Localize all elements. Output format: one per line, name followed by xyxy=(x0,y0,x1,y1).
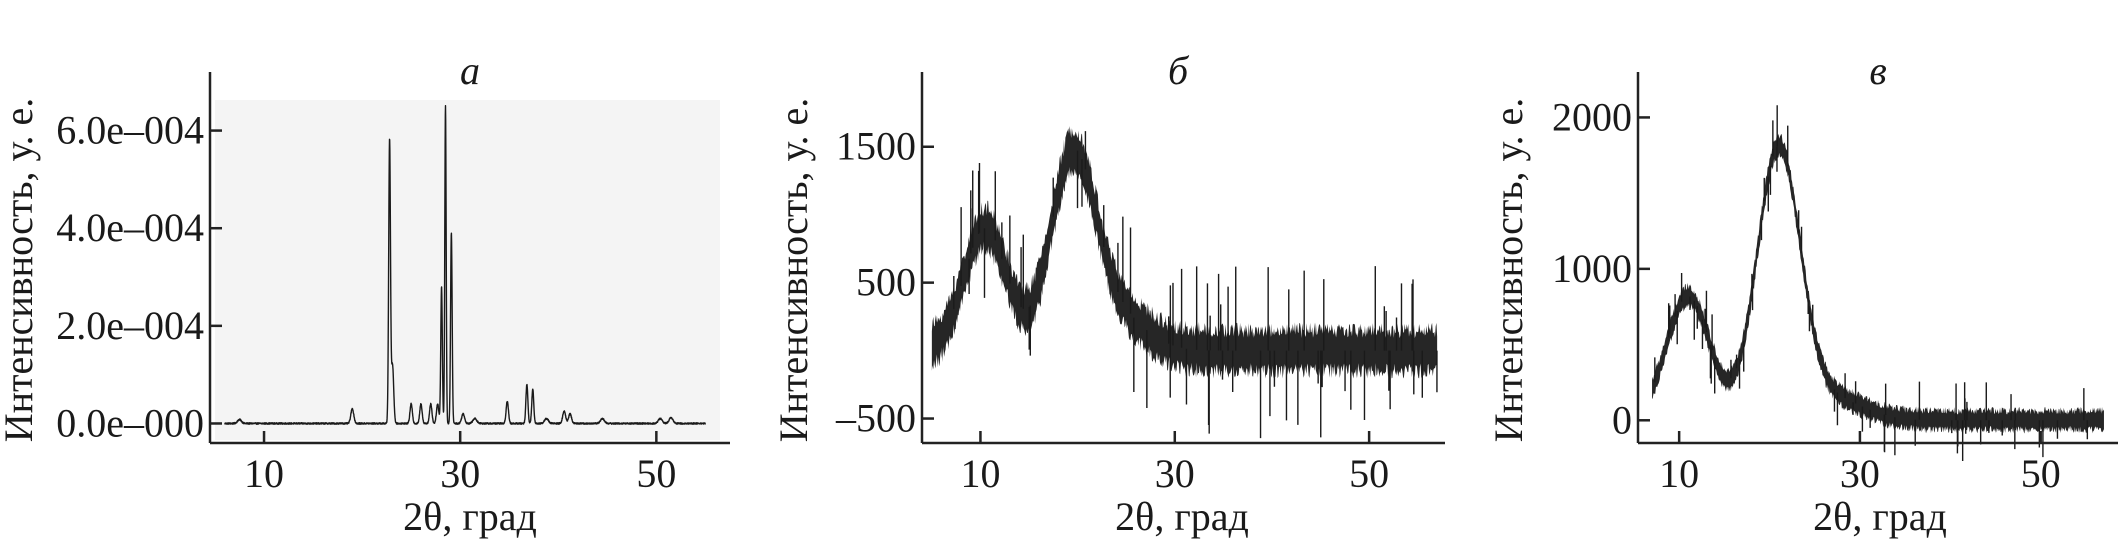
panel-a-y-tick-label: 2.0e–004 xyxy=(56,303,204,348)
panel-c-series xyxy=(1652,105,2104,461)
panel-c-plot-area xyxy=(1643,95,2113,440)
panel-b-x-ticks: 10 30 50 xyxy=(960,431,1389,496)
panel-b-y-tick-label: –500 xyxy=(835,396,916,441)
panel-a-y-tick-label: 6.0e–004 xyxy=(56,108,204,153)
panel-a-y-tick-label: 0.0e–000 xyxy=(56,400,204,445)
panel-c-title: в xyxy=(1869,48,1886,93)
panel-a-y-label: Интенсивность, у. е. xyxy=(0,98,41,443)
panel-c-y-ticks: 0 1000 2000 xyxy=(1552,94,1650,442)
panel-b-y-tick-label: 1500 xyxy=(836,124,916,169)
panel-a-series-line xyxy=(224,105,707,425)
panel-b-series-spikes xyxy=(953,131,1438,439)
panel-b-series-band xyxy=(931,126,1438,379)
panel-c-y-tick-label: 1000 xyxy=(1552,246,1632,291)
panel-b-x-tick-label: 10 xyxy=(960,451,1000,496)
panel-b-y-label: Интенсивность, у. е. xyxy=(771,98,816,443)
panel-a-x-label: 2θ, град xyxy=(403,494,537,539)
panel-c-x-tick-label: 50 xyxy=(2021,451,2061,496)
panel-b: –500 500 1500 10 30 50 б 2θ, град Интенсивно… xyxy=(771,48,1445,539)
panel-a-title: а xyxy=(460,48,480,93)
panel-a-y-tick-label: 4.0e–004 xyxy=(56,205,204,250)
panel-c-y-tick-label: 2000 xyxy=(1552,94,1632,139)
panel-b-x-tick-label: 30 xyxy=(1155,451,1195,496)
panel-b-title: б xyxy=(1168,48,1190,93)
panel-a-x-tick-label: 10 xyxy=(244,451,284,496)
panel-c-x-ticks: 10 30 50 xyxy=(1659,431,2061,496)
panel-a-series xyxy=(224,105,707,425)
panel-a-x-tick-label: 50 xyxy=(636,451,676,496)
panel-b-plot-area xyxy=(927,95,1442,440)
panel-b-y-ticks: –500 500 1500 xyxy=(835,124,934,441)
panel-b-y-tick-label: 500 xyxy=(856,260,916,305)
panel-b-series xyxy=(931,126,1438,439)
panel-b-x-tick-label: 50 xyxy=(1349,451,1389,496)
panel-c-x-tick-label: 30 xyxy=(1840,451,1880,496)
panel-c-x-tick-label: 10 xyxy=(1659,451,1699,496)
panel-a-x-tick-label: 30 xyxy=(440,451,480,496)
panel-b-x-label: 2θ, град xyxy=(1115,494,1249,539)
panel-c: 0 1000 2000 10 30 50 в 2θ, град Интенсивност… xyxy=(1486,48,2118,539)
panel-a-y-ticks: 0.0e–000 2.0e–004 4.0e–004 6.0e–004 xyxy=(56,108,222,445)
panel-c-y-label: Интенсивность, у. е. xyxy=(1486,98,1531,443)
panel-a-plot-area xyxy=(215,100,720,440)
panel-c-series-spikes xyxy=(1654,105,2089,461)
panel-c-x-label: 2θ, град xyxy=(1813,494,1947,539)
panel-a-x-ticks: 10 30 50 xyxy=(244,431,676,496)
panel-c-y-tick-label: 0 xyxy=(1612,397,1632,442)
